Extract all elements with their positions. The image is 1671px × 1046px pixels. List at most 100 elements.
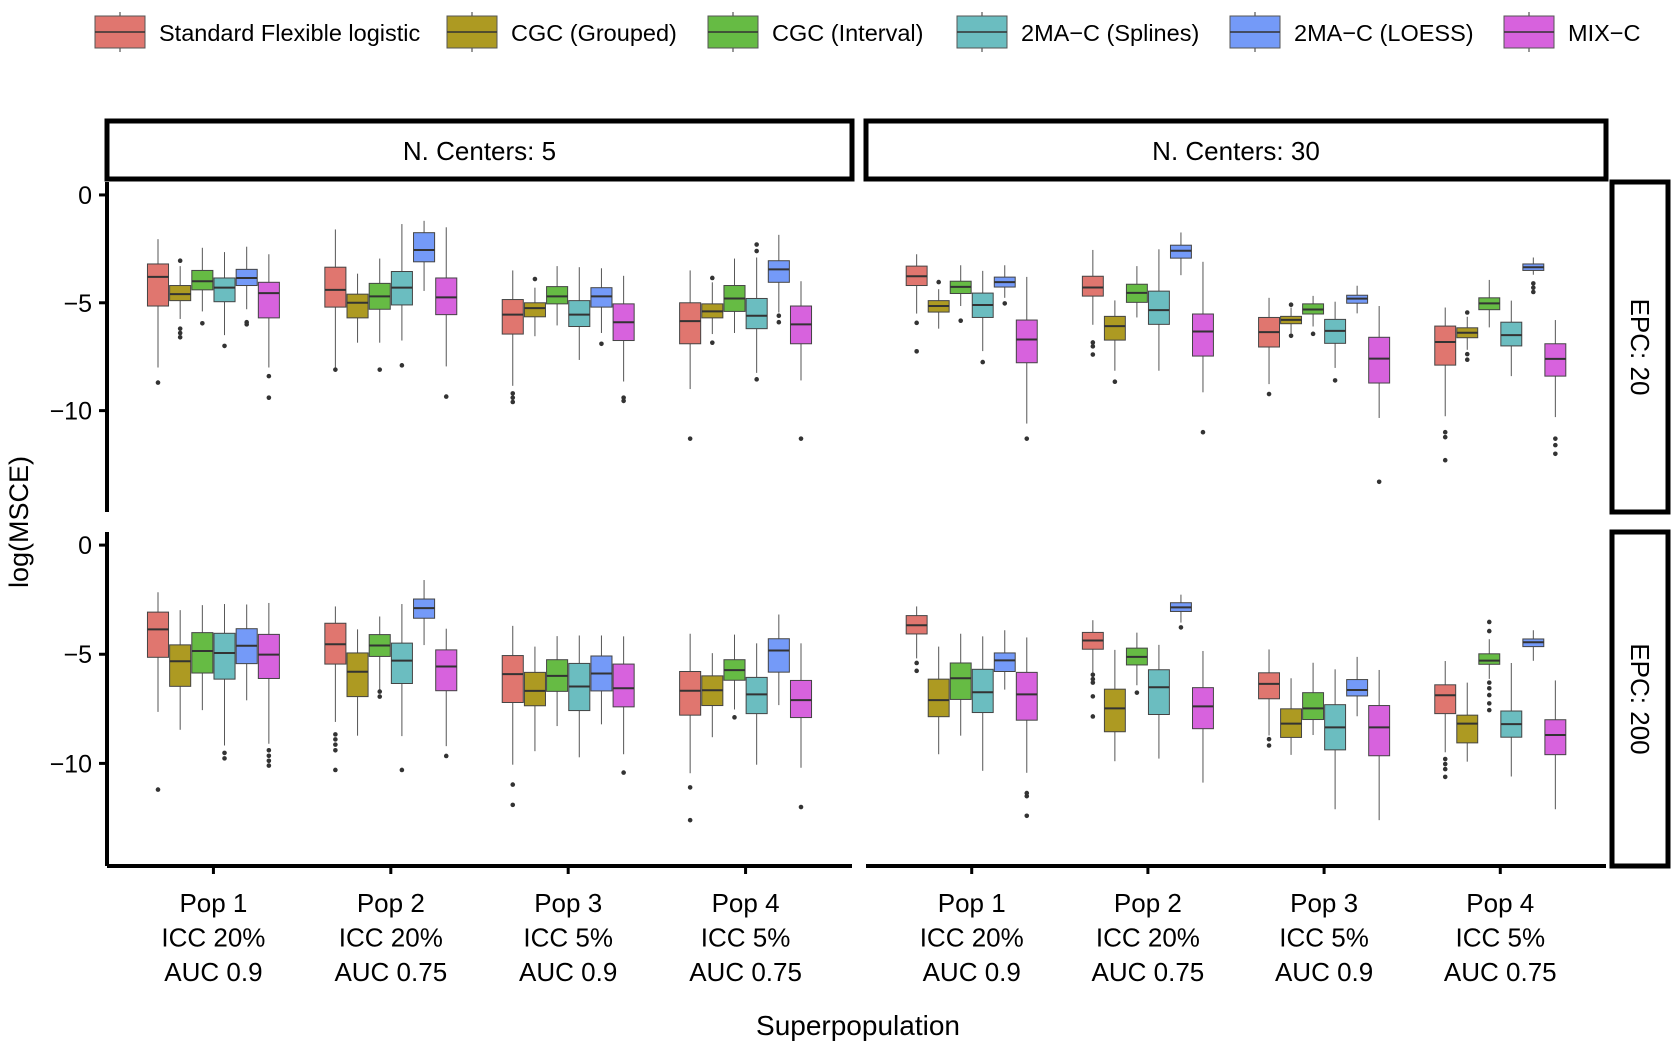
box [1302, 662, 1325, 736]
outlier-point [1531, 281, 1536, 286]
box [1500, 662, 1523, 777]
box [235, 246, 258, 327]
box [191, 605, 214, 711]
outlier-point [155, 787, 161, 792]
outlier-point [1464, 310, 1470, 315]
outlier-point [776, 313, 782, 319]
outlier-point [914, 660, 919, 666]
x-tick-label: AUC 0.9 [164, 957, 262, 987]
legend-label: 2MA−C (LOESS) [1294, 20, 1474, 46]
outlier-point [443, 753, 449, 759]
outlier-point [710, 340, 715, 345]
box [169, 258, 192, 340]
box [413, 580, 436, 646]
box-iqr [213, 277, 236, 303]
x-tick-label: ICC 5% [1279, 923, 1369, 953]
outlier-point [754, 248, 759, 254]
outlier-point [266, 753, 272, 759]
outlier-point [621, 398, 626, 404]
outlier-point [399, 767, 405, 773]
box [905, 606, 928, 674]
row-strip [1609, 179, 1671, 515]
outlier-point [510, 802, 516, 808]
box-iqr [1478, 653, 1501, 665]
outlier-point [1090, 680, 1096, 685]
box [1125, 266, 1148, 318]
box-iqr [1081, 275, 1104, 297]
box [905, 254, 928, 354]
box-iqr [1368, 705, 1391, 757]
y-tick-label: 0 [78, 532, 92, 560]
box [1478, 619, 1501, 713]
outlier-point [1442, 761, 1448, 767]
box-iqr [1192, 313, 1214, 357]
outlier-point [732, 715, 737, 720]
box-iqr [1103, 688, 1126, 733]
box-iqr [1015, 671, 1038, 721]
box [1169, 594, 1192, 630]
outlier-point [222, 756, 227, 761]
y-axis-label: log(MSCE) [4, 456, 34, 588]
outlier-point [510, 782, 516, 787]
outlier-point [687, 817, 693, 823]
outlier-point [776, 319, 782, 325]
box [1192, 261, 1214, 435]
outlier-point [1266, 391, 1272, 397]
outlier-point [1266, 743, 1272, 748]
box [1015, 276, 1038, 441]
outlier-point [266, 748, 272, 753]
box-iqr [789, 679, 813, 719]
outlier-point [443, 394, 449, 399]
outlier-point [710, 275, 715, 281]
box-iqr [993, 652, 1016, 672]
outlier-point [754, 377, 759, 382]
outlier-point [1464, 357, 1470, 363]
outlier-point [980, 359, 986, 365]
outlier-point [1024, 813, 1030, 819]
outlier-point [333, 737, 338, 742]
box-iqr [546, 286, 569, 305]
outlier-point [266, 373, 272, 379]
outlier-point [798, 436, 804, 441]
legend-item: 2MA−C (Splines) [956, 12, 1199, 52]
legend-item: CGC (Grouped) [446, 12, 677, 52]
facet-panel: 0 −5 −10 [50, 182, 813, 512]
box-iqr [523, 302, 546, 318]
outlier-point [1090, 340, 1096, 345]
box-iqr [1456, 714, 1479, 744]
box [1103, 649, 1126, 762]
outlier-point [377, 694, 383, 699]
outlier-point [1288, 302, 1294, 308]
outlier-point [1464, 351, 1470, 357]
box [1015, 637, 1038, 819]
outlier-point [914, 320, 919, 326]
box [1522, 630, 1545, 661]
outlier-point [377, 689, 383, 694]
outlier-point [510, 399, 516, 405]
x-tick-label: ICC 20% [339, 923, 443, 953]
box [789, 643, 813, 810]
outlier-point [1531, 289, 1536, 295]
box [993, 630, 1016, 690]
y-tick-label: −5 [63, 641, 92, 669]
box [1478, 279, 1501, 328]
outlier-point [532, 276, 538, 282]
box [523, 276, 546, 337]
box [1368, 306, 1391, 485]
box-iqr [679, 302, 702, 345]
outlier-point [266, 395, 272, 400]
box [146, 239, 170, 385]
x-tick-label: Pop 3 [1290, 888, 1358, 918]
outlier-point [1310, 331, 1316, 337]
outlier-point [177, 326, 183, 331]
outlier-point [621, 770, 626, 775]
x-tick-label: ICC 20% [161, 923, 265, 953]
box-iqr [1103, 315, 1126, 341]
outlier-point [1178, 625, 1184, 630]
box-iqr [1544, 343, 1567, 377]
outlier-point [1090, 694, 1096, 699]
box [346, 629, 369, 736]
box [723, 634, 746, 720]
facet-panel: Pop 1 ICC 20% AUC 0.9 Pop 2 ICC 20% AUC 0.75 P… [866, 594, 1606, 987]
x-tick-label: AUC 0.9 [923, 957, 1021, 987]
